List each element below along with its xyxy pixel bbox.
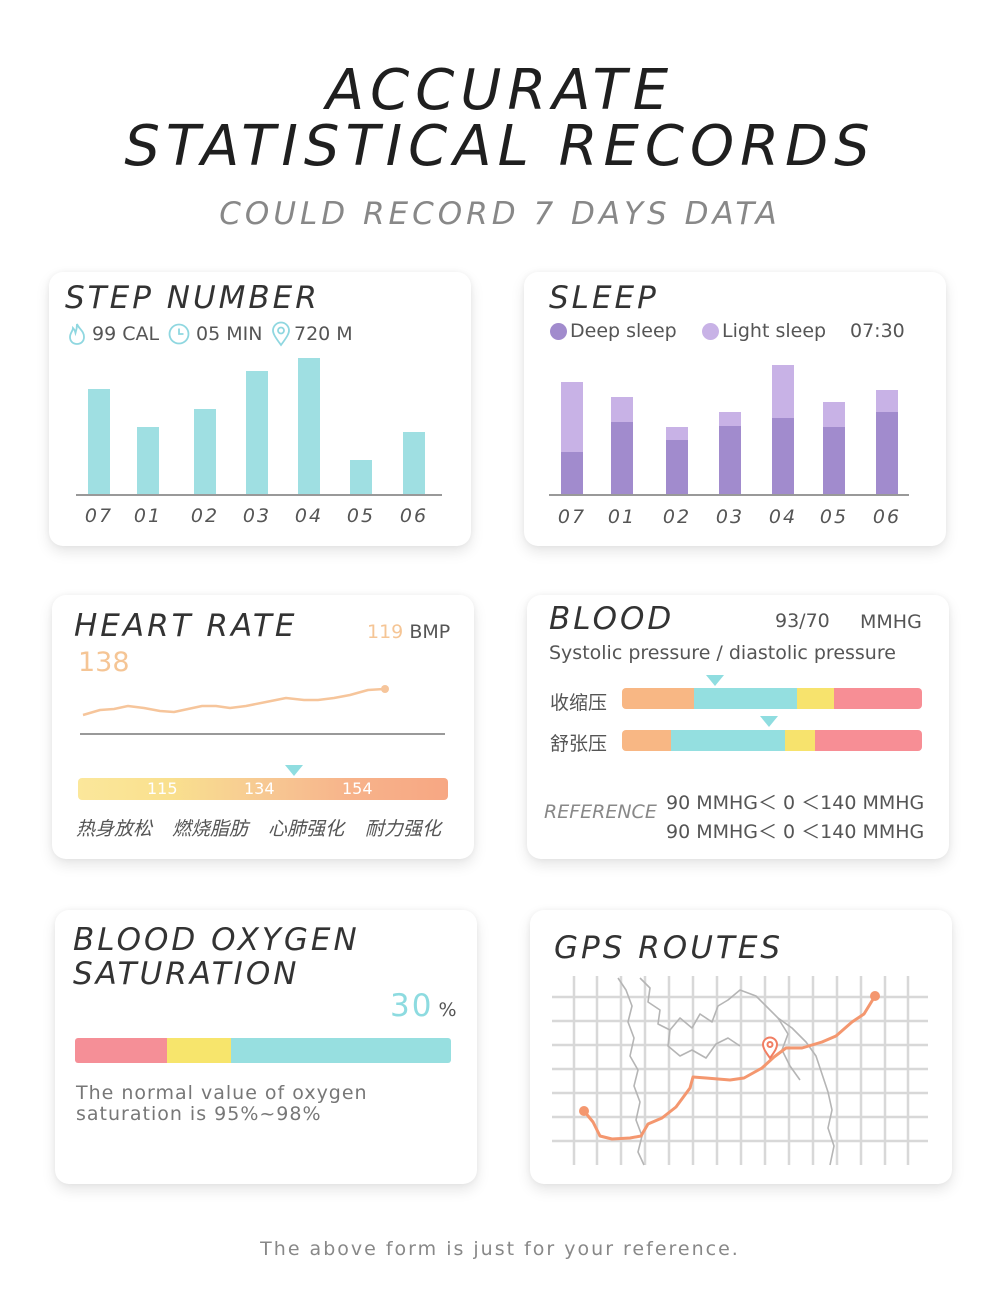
- heart-zone-cardio: 心肺强化: [268, 818, 345, 840]
- sleep-light-bar-03: [719, 412, 741, 426]
- sleep-tick-07: 07: [557, 506, 587, 528]
- minutes-value: 05 MIN: [196, 323, 263, 345]
- sleep-light-bar-02: [666, 427, 688, 440]
- subtitle: COULD RECORD 7 DAYS DATA: [219, 196, 781, 232]
- diastolic-marker: [760, 716, 778, 727]
- sleep-deep-bar-06: [876, 412, 898, 494]
- sleep-axis: [549, 494, 909, 496]
- sleep-deep-bar-07: [561, 452, 583, 494]
- blood-oxygen-card: BLOOD OXYGEN SATURATION 30 % The normal …: [55, 910, 477, 1184]
- step-bar-01: [137, 427, 159, 494]
- heart-zone-warmup: 热身放松: [76, 818, 153, 840]
- systolic-bar: [622, 688, 922, 709]
- light-sleep-label: Light sleep: [722, 320, 827, 342]
- step-tick-05: 05: [346, 505, 376, 527]
- diastolic-label: 舒张压: [550, 733, 608, 755]
- oxygen-title-line-1: BLOOD OXYGEN: [73, 922, 360, 958]
- heart-rate-current: 119 BMP: [367, 621, 450, 643]
- sleep-title: SLEEP: [549, 280, 659, 316]
- step-bar-06: [403, 432, 425, 494]
- title-line-2: STATISTICAL RECORDS: [124, 114, 876, 179]
- oxygen-note-line-2: saturation is 95%~98%: [76, 1103, 322, 1125]
- heart-rate-value: 138: [78, 647, 130, 678]
- step-title: STEP NUMBER: [65, 280, 320, 316]
- step-tick-03: 03: [242, 505, 272, 527]
- oxygen-title-line-2: SATURATION: [73, 956, 300, 992]
- sleep-deep-bar-04: [772, 418, 794, 494]
- sleep-deep-bar-02: [666, 440, 688, 494]
- footer-note: The above form is just for your referenc…: [260, 1238, 740, 1260]
- sleep-card: SLEEP Deep sleep Light sleep 07:30 07 01 0…: [524, 272, 946, 546]
- heart-threshold-115: 115: [147, 779, 178, 798]
- deep-sleep-dot: [550, 323, 567, 340]
- heart-zone-bar: [78, 778, 448, 800]
- blood-subtitle: Systolic pressure / diastolic pressure: [549, 642, 896, 664]
- blood-unit: MMHG: [860, 611, 922, 633]
- map-pin-icon: [761, 1036, 779, 1064]
- sleep-deep-bar-05: [823, 427, 845, 494]
- distance-value: 720 M: [294, 323, 353, 345]
- sleep-deep-bar-03: [719, 426, 741, 494]
- sleep-light-bar-05: [823, 402, 845, 427]
- location-icon: [271, 321, 291, 351]
- heart-zone-fatburn: 燃烧脂肪: [172, 818, 249, 840]
- oxygen-note-line-1: The normal value of oxygen: [76, 1082, 368, 1104]
- sleep-tick-05: 05: [819, 506, 849, 528]
- deep-sleep-label: Deep sleep: [570, 320, 677, 342]
- sleep-light-bar-06: [876, 390, 898, 412]
- heart-rate-marker: [285, 765, 303, 776]
- systolic-marker: [706, 675, 724, 686]
- sleep-tick-02: 02: [662, 506, 692, 528]
- step-tick-02: 02: [190, 505, 220, 527]
- blood-reading: 93/70: [775, 610, 830, 632]
- heart-rate-title: HEART RATE: [74, 608, 298, 644]
- step-bar-05: [350, 460, 372, 494]
- clock-icon: [167, 322, 191, 350]
- sleep-tick-01: 01: [607, 506, 637, 528]
- sleep-total: 07:30: [850, 320, 905, 342]
- title-line-1: ACCURATE: [325, 58, 675, 123]
- light-sleep-dot: [702, 323, 719, 340]
- sleep-tick-04: 04: [768, 506, 798, 528]
- step-axis: [76, 494, 442, 496]
- step-card: STEP NUMBER 99 CAL 05 MIN 720 M 07 01 02 03…: [49, 272, 471, 546]
- step-bar-03: [246, 371, 268, 494]
- gps-map: [552, 976, 928, 1166]
- reference-label: REFERENCE: [544, 801, 657, 823]
- oxygen-reading: 30 %: [390, 988, 457, 1024]
- reference-line-2: 90 MMHG＜ 0 ＜140 MMHG: [666, 821, 925, 843]
- systolic-label: 收缩压: [550, 692, 608, 714]
- oxygen-value: 30: [390, 988, 434, 1024]
- sleep-light-bar-07: [561, 382, 583, 452]
- heart-rate-unit: BMP: [409, 621, 451, 643]
- step-tick-06: 06: [399, 505, 429, 527]
- oxygen-unit: %: [438, 999, 457, 1021]
- sleep-light-bar-04: [772, 365, 794, 418]
- sleep-light-bar-01: [611, 397, 633, 422]
- step-tick-07: 07: [84, 505, 114, 527]
- heart-zone-endurance: 耐力强化: [365, 818, 442, 840]
- sleep-tick-03: 03: [715, 506, 745, 528]
- oxygen-bar: [75, 1038, 451, 1063]
- sleep-deep-bar-01: [611, 422, 633, 494]
- blood-title: BLOOD: [549, 601, 675, 637]
- heart-rate-card: HEART RATE 119 BMP 138 115 134 154 热身放松 …: [52, 595, 474, 859]
- heart-rate-line: [80, 685, 445, 735]
- gps-title: GPS ROUTES: [554, 930, 784, 966]
- step-bar-04: [298, 358, 320, 494]
- step-tick-04: 04: [294, 505, 324, 527]
- diastolic-bar: [622, 730, 922, 751]
- sleep-tick-06: 06: [872, 506, 902, 528]
- flame-icon: [66, 322, 88, 350]
- heart-threshold-134: 134: [244, 779, 275, 798]
- step-tick-01: 01: [133, 505, 163, 527]
- step-bar-07: [88, 389, 110, 494]
- blood-pressure-card: BLOOD 93/70 MMHG Systolic pressure / dia…: [527, 595, 949, 859]
- calories-value: 99 CAL: [92, 323, 160, 345]
- heart-rate-current-value: 119: [367, 621, 404, 643]
- heart-threshold-154: 154: [342, 779, 373, 798]
- gps-card: GPS ROUTES: [530, 910, 952, 1184]
- reference-line-1: 90 MMHG＜ 0 ＜140 MMHG: [666, 792, 925, 814]
- step-bar-02: [194, 409, 216, 494]
